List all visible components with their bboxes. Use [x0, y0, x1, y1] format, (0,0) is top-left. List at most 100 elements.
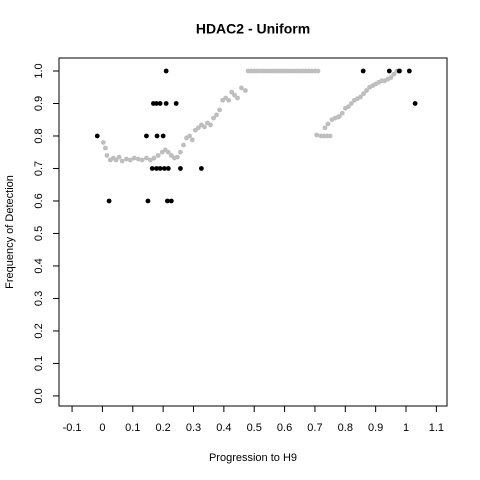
- point: [181, 142, 186, 148]
- point: [123, 156, 129, 162]
- y-tick-label: 0.6: [33, 193, 45, 208]
- x-tick-label: 1.1: [429, 422, 444, 434]
- point: [211, 115, 216, 121]
- point: [202, 124, 207, 130]
- x-tick-label: 0.8: [338, 422, 353, 434]
- x-tick-label: 0.5: [247, 422, 262, 434]
- point: [119, 158, 125, 164]
- point: [187, 133, 192, 139]
- point: [160, 133, 166, 139]
- point: [100, 140, 106, 145]
- x-tick-label: 0.2: [155, 422, 170, 434]
- y-tick-label: 0.3: [33, 291, 45, 306]
- point: [135, 156, 141, 162]
- point: [164, 198, 170, 204]
- point: [173, 101, 179, 106]
- point: [361, 91, 366, 97]
- point: [314, 132, 320, 138]
- point: [151, 155, 157, 161]
- y-tick-label: 0.7: [33, 161, 45, 176]
- x-tick-label: 0: [99, 422, 105, 434]
- point: [178, 149, 183, 155]
- x-axis-label: Progression to H9: [209, 452, 297, 464]
- point: [195, 125, 201, 131]
- point: [157, 101, 163, 106]
- point: [360, 68, 366, 74]
- point: [243, 88, 248, 93]
- point: [406, 68, 412, 74]
- point: [198, 166, 204, 171]
- x-tick-label: 0.9: [368, 422, 383, 434]
- point: [412, 101, 418, 106]
- point: [345, 104, 351, 110]
- point: [154, 101, 159, 106]
- y-tick-label: 0.0: [33, 388, 45, 403]
- y-tick-label: 0.1: [33, 356, 45, 371]
- x-tick-label: 1: [403, 422, 409, 434]
- point: [165, 149, 171, 155]
- point: [388, 75, 394, 80]
- x-tick-label: 0.4: [216, 422, 231, 434]
- point: [103, 145, 108, 151]
- point: [145, 198, 151, 204]
- y-tick-label: 1.0: [33, 63, 45, 78]
- point: [336, 114, 342, 119]
- y-tick-label: 0.8: [33, 128, 45, 143]
- point: [154, 166, 159, 171]
- point: [391, 71, 397, 77]
- point: [339, 110, 345, 116]
- point: [178, 166, 183, 171]
- point: [175, 154, 180, 160]
- x-tick-label: 0.3: [186, 422, 201, 434]
- point: [163, 101, 169, 106]
- point: [348, 101, 354, 106]
- point: [232, 92, 237, 98]
- point: [113, 157, 119, 163]
- point: [157, 166, 163, 171]
- point: [226, 97, 232, 103]
- point: [144, 155, 149, 161]
- x-tick-label: 0.6: [277, 422, 292, 434]
- point: [358, 94, 363, 100]
- plot-frame: [58, 57, 448, 407]
- point: [94, 133, 100, 139]
- point: [127, 157, 133, 163]
- point: [131, 155, 137, 161]
- y-axis-label: Frequency of Detection: [4, 175, 16, 289]
- point: [154, 133, 160, 139]
- x-tick-label: -0.1: [63, 422, 82, 434]
- point: [315, 68, 321, 74]
- point: [116, 154, 122, 160]
- point: [386, 68, 392, 74]
- point: [214, 112, 219, 118]
- point: [149, 166, 155, 171]
- y-tick-label: 0.9: [33, 96, 45, 111]
- y-tick-label: 0.2: [33, 323, 45, 338]
- point: [104, 153, 110, 158]
- chart-title: HDAC2 - Uniform: [196, 21, 310, 37]
- point: [155, 153, 161, 158]
- point: [106, 198, 112, 204]
- point: [364, 88, 369, 93]
- point: [144, 133, 149, 139]
- y-tick-label: 0.5: [33, 226, 45, 241]
- x-tick-label: 0.1: [125, 422, 140, 434]
- point: [396, 68, 402, 74]
- point: [161, 166, 167, 171]
- point: [325, 121, 331, 127]
- point: [139, 157, 145, 163]
- point: [217, 107, 223, 113]
- x-tick-label: 0.7: [307, 422, 322, 434]
- point: [189, 137, 195, 143]
- y-tick-label: 0.4: [33, 258, 45, 273]
- point: [239, 85, 244, 91]
- point: [168, 198, 174, 204]
- point: [208, 122, 213, 128]
- point: [235, 95, 240, 101]
- point: [322, 125, 328, 131]
- point: [327, 133, 333, 139]
- point: [165, 166, 171, 171]
- point: [163, 68, 169, 74]
- point: [147, 157, 153, 163]
